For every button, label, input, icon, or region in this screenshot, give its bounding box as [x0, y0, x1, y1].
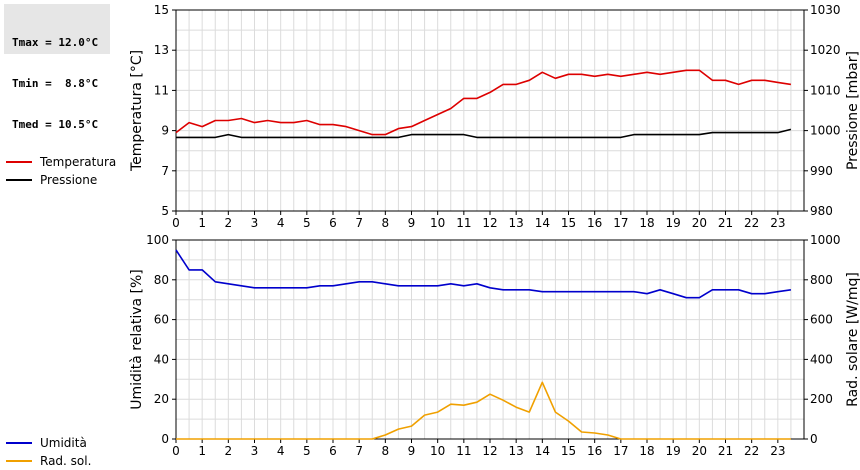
- x-tick-label: 0: [172, 216, 180, 230]
- x-tick-label: 6: [329, 444, 337, 458]
- x-tick-label: 20: [692, 444, 707, 458]
- x-tick-label: 18: [639, 444, 654, 458]
- y-left-tick-label: 40: [154, 352, 169, 366]
- legend-label-pressione: Pressione: [40, 173, 98, 187]
- x-tick-label: 22: [744, 444, 759, 458]
- x-tick-label: 12: [482, 444, 497, 458]
- chart-panel-1: 0 1 2 3 4 5 6 7 8 9 10 11 12 13 14 15 16 17 18 19 20 21 22 2357…: [129, 3, 860, 230]
- x-tick-label: 10: [430, 444, 445, 458]
- x-tick-label: 22: [744, 216, 759, 230]
- x-tick-label: 7: [355, 444, 363, 458]
- series-line-rad-sol: [176, 381, 791, 440]
- x-tick-label: 13: [509, 216, 524, 230]
- stat-tmin: Tmin = 8.8°C: [12, 77, 99, 90]
- x-tick-label: 12: [482, 216, 497, 230]
- y-right-tick-label: 1000: [810, 124, 841, 138]
- x-tick-label: 3: [251, 216, 259, 230]
- y-right-tick-label: 1020: [810, 43, 841, 57]
- y-left-tick-label: 80: [154, 273, 169, 287]
- x-tick-label: 15: [561, 444, 576, 458]
- x-tick-label: 19: [666, 216, 681, 230]
- x-tick-label: 6: [329, 216, 337, 230]
- x-tick-label: 5: [303, 216, 311, 230]
- x-tick-label: 20: [692, 216, 707, 230]
- legend-swatch-temperatura: [6, 161, 32, 163]
- x-tick-label: 0: [172, 444, 180, 458]
- x-tick-label: 7: [355, 216, 363, 230]
- legend-top: Temperatura Pressione: [6, 153, 116, 189]
- y-left-tick-label: 11: [154, 83, 169, 97]
- y-left-axis-title: Umidità relativa [%]: [129, 269, 145, 410]
- stat-tmed: Tmed = 10.5°C: [12, 118, 99, 131]
- legend-item-umidita: Umidità: [6, 434, 91, 452]
- y-right-tick-label: 0: [810, 432, 818, 446]
- y-right-tick-label: 1010: [810, 83, 841, 97]
- y-left-tick-label: 100: [146, 233, 169, 247]
- y-right-tick-label: 1000: [810, 233, 841, 247]
- x-tick-label: 3: [251, 444, 259, 458]
- x-tick-label: 21: [718, 444, 733, 458]
- x-tick-label: 8: [382, 444, 390, 458]
- x-tick-label: 17: [613, 216, 628, 230]
- legend-swatch-umidita: [6, 442, 32, 444]
- series-line-pressione: [176, 128, 792, 139]
- y-left-tick-label: 15: [154, 3, 169, 17]
- y-right-tick-label: 990: [810, 164, 833, 178]
- x-tick-label: 23: [770, 444, 785, 458]
- y-right-axis-title: Rad. solare [W/mq]: [845, 272, 860, 407]
- x-tick-label: 9: [408, 444, 416, 458]
- y-left-tick-label: 20: [154, 392, 169, 406]
- y-left-tick-label: 7: [161, 164, 169, 178]
- y-right-tick-label: 600: [810, 313, 833, 327]
- x-tick-label: 11: [456, 444, 471, 458]
- x-tick-label: 19: [666, 444, 681, 458]
- x-tick-label: 2: [225, 444, 233, 458]
- x-tick-label: 4: [277, 216, 285, 230]
- y-left-tick-label: 13: [154, 43, 169, 57]
- y-right-tick-label: 400: [810, 352, 833, 366]
- y-left-tick-label: 5: [161, 204, 169, 218]
- x-tick-label: 15: [561, 216, 576, 230]
- y-right-tick-label: 1030: [810, 3, 841, 17]
- legend-item-temperatura: Temperatura: [6, 153, 116, 171]
- x-tick-label: 17: [613, 444, 628, 458]
- legend-label-umidita: Umidità: [40, 436, 87, 450]
- x-tick-label: 5: [303, 444, 311, 458]
- stat-tmax: Tmax = 12.0°C: [12, 36, 99, 49]
- x-tick-label: 21: [718, 216, 733, 230]
- x-tick-label: 11: [456, 216, 471, 230]
- x-tick-label: 1: [198, 444, 206, 458]
- series-line-temperatura: [175, 69, 792, 136]
- y-right-tick-label: 980: [810, 204, 833, 218]
- x-tick-label: 14: [535, 216, 550, 230]
- x-tick-label: 23: [770, 216, 785, 230]
- legend-item-pressione: Pressione: [6, 171, 116, 189]
- x-tick-label: 2: [225, 216, 233, 230]
- legend-swatch-pressione: [6, 179, 32, 181]
- y-right-tick-label: 800: [810, 273, 833, 287]
- legend-swatch-radsol: [6, 460, 32, 462]
- x-tick-label: 13: [509, 444, 524, 458]
- y-left-axis-title: Temperatura [°C]: [129, 50, 145, 172]
- series-line-umidit: [175, 249, 792, 299]
- y-right-axis-title: Pressione [mbar]: [845, 51, 860, 170]
- x-tick-label: 9: [408, 216, 416, 230]
- x-tick-label: 4: [277, 444, 285, 458]
- x-tick-label: 16: [587, 216, 602, 230]
- charts-canvas: 0 1 2 3 4 5 6 7 8 9 10 11 12 13 14 15 16 17 18 19 20 21 22 2357…: [129, 3, 860, 458]
- stats-box: Tmax = 12.0°C Tmin = 8.8°C Tmed = 10.5°C: [4, 4, 110, 131]
- y-left-tick-label: 60: [154, 313, 169, 327]
- x-tick-label: 1: [198, 216, 206, 230]
- y-left-tick-label: 0: [161, 432, 169, 446]
- x-tick-label: 18: [639, 216, 654, 230]
- chart-panel-2: 0 1 2 3 4 5 6 7 8 9 10 11 12 13 14 15 16 17 18 19 20 21 22 2302…: [129, 233, 860, 458]
- x-tick-label: 8: [382, 216, 390, 230]
- x-tick-label: 16: [587, 444, 602, 458]
- y-right-tick-label: 200: [810, 392, 833, 406]
- x-tick-label: 14: [535, 444, 550, 458]
- x-tick-label: 10: [430, 216, 445, 230]
- legend-label-temperatura: Temperatura: [40, 155, 117, 169]
- y-left-tick-label: 9: [161, 124, 169, 138]
